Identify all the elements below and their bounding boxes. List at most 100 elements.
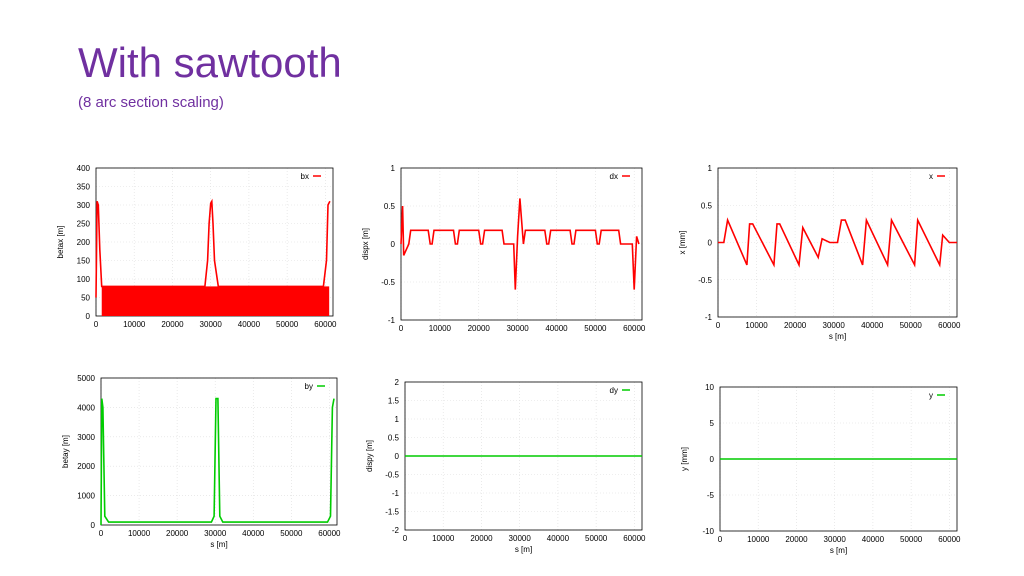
chart4-ytick-label: -2: [392, 526, 400, 535]
chart2-xlabel: s [m]: [829, 332, 846, 341]
chart2-xtick-label: 40000: [861, 321, 884, 330]
chart3-ytick-label: 2000: [77, 462, 95, 471]
chart0-ytick-label: 300: [77, 201, 91, 210]
chart1-series-line: [400, 198, 640, 290]
chart0-xtick-label: 10000: [123, 320, 146, 329]
chart4-xtick-label: 20000: [470, 534, 493, 543]
chart3-series-line: [100, 397, 335, 526]
chart3-xtick-label: 60000: [318, 529, 341, 538]
chart4-ytick-label: 2: [395, 378, 400, 387]
chart3-xlabel: s [m]: [210, 540, 227, 549]
chart4-xtick-label: 60000: [623, 534, 646, 543]
chart3-ylabel: betay [m]: [61, 435, 70, 468]
chart2-ylabel: x [mm]: [678, 231, 687, 255]
chart2-series-line: [718, 217, 957, 268]
chart2-ytick-label: 0.5: [701, 201, 713, 210]
chart0-xtick-label: 20000: [161, 320, 184, 329]
chart5-xtick-label: 60000: [938, 535, 961, 544]
chart0-ytick-label: 400: [77, 164, 91, 173]
chart4-ytick-label: -0.5: [385, 471, 399, 480]
chart0-ytick-label: 50: [81, 294, 90, 303]
chart3-ytick-label: 1000: [77, 492, 95, 501]
chart4-ytick-label: 0.5: [388, 434, 400, 443]
chart4-xtick-label: 10000: [432, 534, 455, 543]
chart2-ytick-label: -0.5: [698, 276, 712, 285]
chart2-xtick-label: 0: [716, 321, 721, 330]
chart5-xtick-label: 30000: [824, 535, 847, 544]
chart1-xtick-label: 0: [399, 324, 404, 333]
chart1-xtick-label: 30000: [506, 324, 529, 333]
chart1-xtick-label: 60000: [623, 324, 646, 333]
chart0-xtick-label: 40000: [238, 320, 261, 329]
chart2-xtick-label: 20000: [784, 321, 807, 330]
chart0-ytick-label: 200: [77, 238, 91, 247]
chart4-legend-label: dy: [610, 386, 618, 395]
chart3-xtick-label: 20000: [166, 529, 189, 538]
chart1-xtick-label: 40000: [545, 324, 568, 333]
chart4-ytick-label: 1.5: [388, 397, 400, 406]
chart5-ylabel: y [mm]: [680, 447, 689, 471]
chart5-xtick-label: 40000: [862, 535, 885, 544]
chart0-ytick-label: 250: [77, 220, 91, 229]
chart0-ytick-label: 350: [77, 183, 91, 192]
chart3-xtick-label: 40000: [242, 529, 265, 538]
chart2-xtick-label: 10000: [745, 321, 768, 330]
chart2-xtick-label: 50000: [900, 321, 923, 330]
chart5-ytick-label: 0: [710, 455, 715, 464]
chart4-xtick-label: 30000: [509, 534, 532, 543]
chart1-legend-label: dx: [610, 172, 618, 181]
chart3-xtick-label: 10000: [128, 529, 151, 538]
chart0-xtick-label: 50000: [276, 320, 299, 329]
chart5-xtick-label: 50000: [900, 535, 923, 544]
chart3-ytick-label: 4000: [77, 403, 95, 412]
chart3-xtick-label: 30000: [204, 529, 227, 538]
chart4-ytick-label: 1: [395, 415, 400, 424]
chart4-xlabel: s [m]: [515, 545, 532, 554]
chart5-xtick-label: 10000: [747, 535, 770, 544]
chart0-series-band: [101, 286, 330, 316]
chart5-xlabel: s [m]: [830, 546, 847, 555]
chart0-ytick-label: 150: [77, 257, 91, 266]
chart2-ytick-label: -1: [705, 313, 713, 322]
chart0-series-line: [95, 198, 331, 298]
chart2-xtick-label: 30000: [823, 321, 846, 330]
chart5-ytick-label: 10: [705, 383, 714, 392]
chart2-xtick-label: 60000: [938, 321, 961, 330]
chart5-ytick-label: 5: [710, 419, 715, 428]
chart1-ytick-label: -1: [388, 316, 396, 325]
chart0-xtick-label: 60000: [314, 320, 337, 329]
chart1-ytick-label: 0.5: [384, 202, 396, 211]
chart3-xtick-label: 0: [99, 529, 104, 538]
chart4-ytick-label: -1: [392, 489, 400, 498]
chart2-ytick-label: 1: [708, 164, 713, 173]
chart1-xtick-label: 50000: [584, 324, 607, 333]
chart1-ytick-label: 1: [391, 164, 396, 173]
chart3-ytick-label: 5000: [77, 374, 95, 383]
chart2-legend-label: x: [929, 172, 933, 181]
chart4-xtick-label: 50000: [585, 534, 608, 543]
chart4-ytick-label: -1.5: [385, 508, 399, 517]
chart5-xtick-label: 0: [718, 535, 723, 544]
chart4-xtick-label: 0: [403, 534, 408, 543]
chart0-ytick-label: 100: [77, 275, 91, 284]
chart3-ytick-label: 3000: [77, 433, 95, 442]
chart0-legend-label: bx: [301, 172, 309, 181]
chart4-ytick-label: 0: [395, 452, 400, 461]
chart3-xtick-label: 50000: [280, 529, 303, 538]
chart1-xtick-label: 20000: [468, 324, 491, 333]
chart2-ytick-label: 0: [708, 239, 713, 248]
chart4-xtick-label: 40000: [547, 534, 570, 543]
chart3-legend-label: by: [305, 382, 313, 391]
chart5-legend-label: y: [929, 391, 933, 400]
chart5-xtick-label: 20000: [785, 535, 808, 544]
chart5-ytick-label: -5: [707, 491, 715, 500]
chart0-xtick-label: 30000: [200, 320, 223, 329]
chart0-ytick-label: 0: [86, 312, 91, 321]
chart5-ytick-label: -10: [702, 527, 714, 536]
